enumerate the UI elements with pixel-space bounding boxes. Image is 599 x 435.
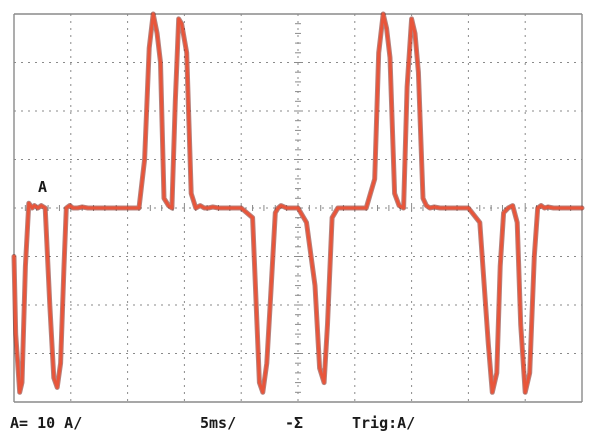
timebase-readout: 5ms/: [200, 414, 236, 432]
coupling-readout: -Σ: [285, 414, 303, 432]
waveform-trace: [11, 11, 585, 395]
vertical-scale-readout: A= 10 A/: [10, 414, 82, 432]
trigger-readout: Trig:A/: [352, 414, 415, 432]
channel-marker: A: [38, 178, 47, 196]
trace-line: [12, 12, 584, 394]
